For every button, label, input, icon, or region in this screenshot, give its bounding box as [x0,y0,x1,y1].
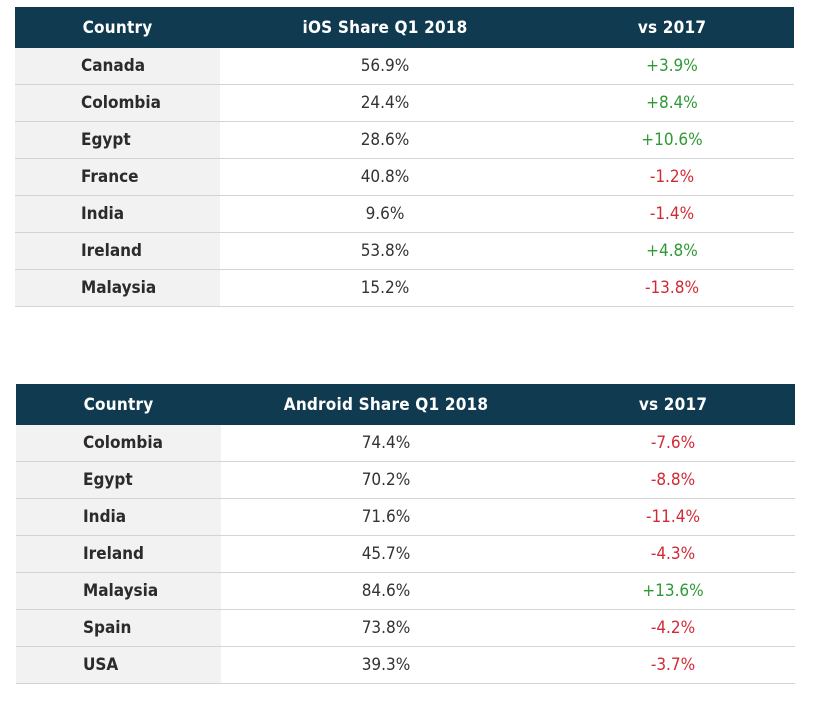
column-header-country: Country [15,7,220,48]
country-cell: Malaysia [15,269,220,307]
change-cell: -3.7% [551,646,795,684]
country-cell: France [15,158,220,196]
country-cell: USA [16,646,221,684]
change-cell: +8.4% [550,84,794,122]
android-share-table: Country Android Share Q1 2018 vs 2017 Co… [16,384,795,684]
country-cell: Spain [16,609,221,647]
table-row: Malaysia 15.2% -13.8% [15,269,794,307]
share-cell: 9.6% [220,195,550,233]
change-cell: -13.8% [550,269,794,307]
share-cell: 40.8% [220,158,550,196]
country-cell: Colombia [15,84,220,122]
share-cell: 74.4% [221,425,551,462]
country-cell: Egypt [16,461,221,499]
table-row: Egypt 28.6% +10.6% [15,121,794,159]
table-row: Egypt 70.2% -8.8% [16,461,795,499]
share-cell: 56.9% [220,48,550,85]
share-cell: 15.2% [220,269,550,307]
change-cell: -1.2% [550,158,794,196]
country-cell: Ireland [16,535,221,573]
change-cell: +4.8% [550,232,794,270]
table-row: Canada 56.9% +3.9% [15,48,794,85]
change-cell: -4.2% [551,609,795,647]
table-row: Ireland 45.7% -4.3% [16,535,795,573]
change-cell: +13.6% [551,572,795,610]
change-cell: +10.6% [550,121,794,159]
share-cell: 24.4% [220,84,550,122]
share-cell: 45.7% [221,535,551,573]
share-cell: 53.8% [220,232,550,270]
header-row: Country Android Share Q1 2018 vs 2017 [16,384,795,425]
table-header: Country iOS Share Q1 2018 vs 2017 [15,7,794,48]
change-cell: -8.8% [551,461,795,499]
change-cell: +3.9% [550,48,794,85]
table-row: Ireland 53.8% +4.8% [15,232,794,270]
share-cell: 28.6% [220,121,550,159]
table-row: Malaysia 84.6% +13.6% [16,572,795,610]
country-cell: Malaysia [16,572,221,610]
country-cell: Canada [15,48,220,85]
country-cell: Ireland [15,232,220,270]
column-header-change: vs 2017 [551,384,795,425]
table-row: India 71.6% -11.4% [16,498,795,536]
table-row: Spain 73.8% -4.2% [16,609,795,647]
ios-share-table: Country iOS Share Q1 2018 vs 2017 Canada… [15,7,794,307]
country-cell: Egypt [15,121,220,159]
table-body: Canada 56.9% +3.9% Colombia 24.4% +8.4% … [15,48,794,307]
table-row: Colombia 24.4% +8.4% [15,84,794,122]
country-cell: India [15,195,220,233]
table-row: India 9.6% -1.4% [15,195,794,233]
header-row: Country iOS Share Q1 2018 vs 2017 [15,7,794,48]
change-cell: -7.6% [551,425,795,462]
column-header-share: iOS Share Q1 2018 [220,7,550,48]
table-header: Country Android Share Q1 2018 vs 2017 [16,384,795,425]
column-header-share: Android Share Q1 2018 [221,384,551,425]
share-cell: 39.3% [221,646,551,684]
table-row: Colombia 74.4% -7.6% [16,425,795,462]
table-row: France 40.8% -1.2% [15,158,794,196]
column-header-change: vs 2017 [550,7,794,48]
change-cell: -4.3% [551,535,795,573]
share-cell: 71.6% [221,498,551,536]
share-cell: 84.6% [221,572,551,610]
column-header-country: Country [16,384,221,425]
table-row: USA 39.3% -3.7% [16,646,795,684]
share-cell: 70.2% [221,461,551,499]
change-cell: -11.4% [551,498,795,536]
country-cell: Colombia [16,425,221,462]
table-body: Colombia 74.4% -7.6% Egypt 70.2% -8.8% I… [16,425,795,684]
share-cell: 73.8% [221,609,551,647]
country-cell: India [16,498,221,536]
change-cell: -1.4% [550,195,794,233]
